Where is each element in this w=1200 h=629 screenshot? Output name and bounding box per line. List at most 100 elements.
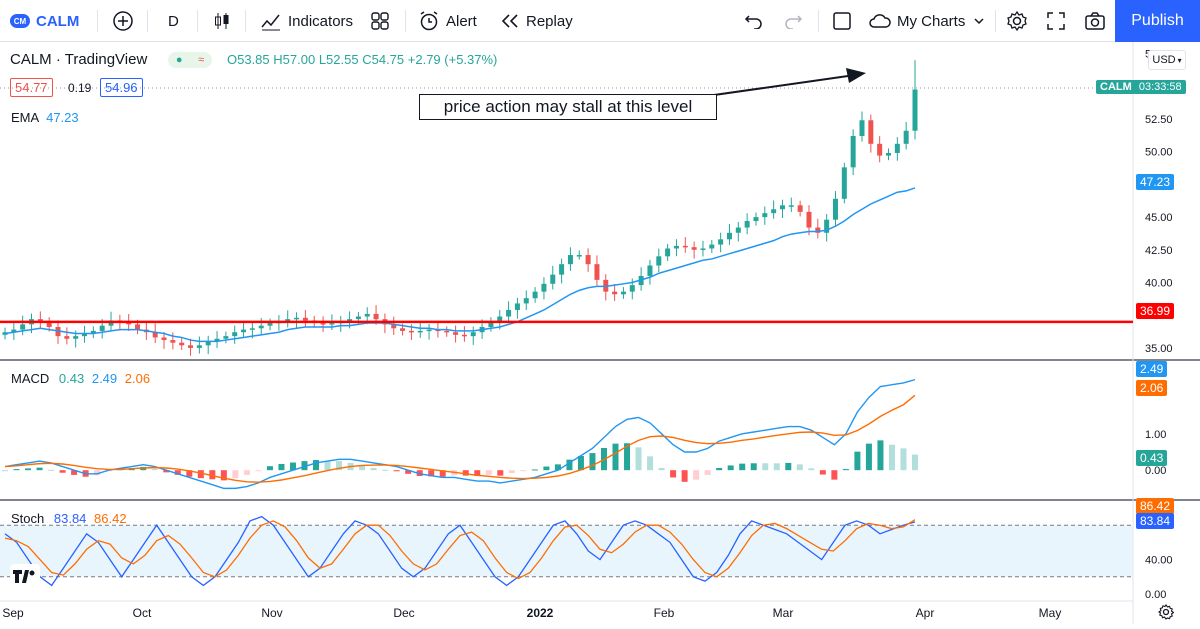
macd-histogram-bar — [589, 453, 596, 471]
macd-histogram-bar — [877, 440, 884, 471]
current-price-tag: CALM 03:33:58 — [1096, 80, 1186, 94]
candle-body — [285, 319, 291, 322]
histogram-tag: 0.43 — [1136, 450, 1168, 466]
ask-price[interactable]: 54.96 — [100, 78, 143, 97]
candle-body — [179, 342, 185, 346]
publish-button[interactable]: Publish — [1115, 0, 1200, 42]
macd-histogram-bar — [624, 443, 631, 471]
axis-settings-gear-icon[interactable] — [1158, 604, 1175, 625]
change-value: +2.79 (+5.37%) — [407, 52, 498, 67]
chart-canvas[interactable]: 57.5055.0052.5050.0047.5045.0042.5040.00… — [0, 42, 1200, 624]
annotation-text-box[interactable]: price action may stall at this level — [419, 94, 717, 120]
chart-type-icon[interactable] — [212, 0, 232, 42]
currency-dropdown[interactable]: USD ▾ — [1148, 50, 1186, 70]
spread-value: 0.19 — [68, 81, 92, 95]
macd-histogram-bar — [301, 461, 308, 471]
candle-body — [196, 345, 202, 348]
candle-body — [903, 130, 909, 144]
candle-body — [46, 321, 52, 327]
macd-histogram-bar — [635, 447, 642, 471]
undo-icon[interactable] — [744, 0, 764, 42]
candle-body — [99, 325, 105, 331]
macd-histogram-bar — [94, 470, 101, 476]
macd-histogram-bar — [13, 469, 20, 471]
macd-histogram-bar — [762, 463, 769, 471]
candle-body — [2, 332, 8, 335]
macd-histogram-bar — [474, 470, 481, 476]
fullscreen-icon[interactable] — [1046, 0, 1066, 42]
candle-body — [594, 264, 600, 280]
candle-body — [170, 340, 176, 343]
macd-histogram-bar — [313, 460, 320, 471]
redo-icon[interactable] — [783, 0, 803, 42]
candle-body — [788, 205, 794, 207]
layout-toggle-icon[interactable] — [832, 0, 852, 42]
close-value: C54.75 — [362, 52, 405, 67]
candle-body — [302, 317, 308, 321]
bid-price[interactable]: 54.77 — [10, 78, 53, 97]
replay-button[interactable]: Replay — [500, 0, 573, 42]
interval-button[interactable]: D — [168, 12, 179, 30]
indicators-icon — [261, 14, 280, 31]
candle-body — [188, 345, 194, 348]
macd-histogram-bar — [658, 468, 665, 471]
candle-body — [620, 291, 626, 295]
macd-histogram-bar — [36, 467, 43, 471]
candle-body — [673, 245, 679, 249]
camera-snapshot-icon[interactable] — [1084, 0, 1106, 42]
time-axis-label: Sep — [2, 606, 24, 620]
macd-histogram-bar — [220, 470, 227, 481]
cloud-icon — [869, 14, 891, 28]
candle-body — [408, 330, 414, 333]
compare-add-icon[interactable] — [112, 0, 134, 42]
candle-body — [152, 332, 158, 338]
my-charts-button[interactable]: My Charts — [868, 0, 985, 42]
macd-histogram-bar — [554, 464, 561, 471]
candle-body — [391, 324, 397, 329]
macd-histogram-bar — [819, 470, 826, 475]
candle-body — [718, 239, 724, 245]
macd-histogram-bar — [151, 469, 158, 471]
candle-body — [894, 143, 900, 153]
candle-body — [532, 291, 538, 299]
price-tick-label: 52.50 — [1145, 114, 1173, 126]
macd-histogram-bar — [336, 461, 343, 471]
candle-body — [329, 323, 335, 325]
layouts-icon[interactable] — [370, 0, 390, 42]
price-chart[interactable]: 57.5055.0052.5050.0047.5045.0042.5040.00… — [0, 42, 1200, 624]
candle-body — [859, 120, 865, 136]
macd-histogram-bar — [439, 470, 446, 477]
macd-histogram-bar — [716, 468, 723, 471]
candle-body — [832, 198, 838, 220]
symbol-search[interactable]: CM CALM — [10, 0, 79, 42]
tradingview-logo[interactable] — [10, 564, 40, 588]
time-axis-label: Oct — [133, 606, 152, 620]
candle-body — [506, 309, 512, 317]
symbol-name: CALM — [36, 12, 80, 30]
candle-body — [497, 316, 503, 322]
candle-body — [82, 333, 88, 337]
macd-histogram-bar — [209, 470, 216, 480]
candle-body — [320, 323, 326, 325]
rewind-icon — [501, 14, 518, 28]
macd-histogram-bar — [266, 466, 273, 471]
high-value: H57.00 — [273, 52, 316, 67]
alert-label: Alert — [446, 12, 477, 30]
macd-histogram-bar — [197, 470, 204, 479]
candle-body — [249, 328, 255, 330]
candle-body — [735, 227, 741, 233]
indicators-button[interactable]: Indicators — [260, 0, 353, 42]
candle-body — [806, 211, 812, 228]
signal-line-tag: 2.06 — [1136, 380, 1168, 396]
time-axis-label: Mar — [773, 606, 794, 620]
candle-body — [426, 329, 432, 332]
candle-body — [64, 336, 70, 339]
ohlc-values: O53.85 H57.00 L52.55 C54.75 +2.79 (+5.37… — [227, 52, 497, 67]
macd-histogram-bar — [577, 456, 584, 471]
chart-title: CALM · TradingView — [10, 51, 148, 68]
settings-gear-icon[interactable] — [1006, 0, 1028, 42]
macd-tick-label: 0.00 — [1145, 465, 1166, 477]
replay-label: Replay — [526, 12, 573, 30]
candle-body — [824, 219, 830, 233]
alert-button[interactable]: Alert — [418, 0, 477, 42]
